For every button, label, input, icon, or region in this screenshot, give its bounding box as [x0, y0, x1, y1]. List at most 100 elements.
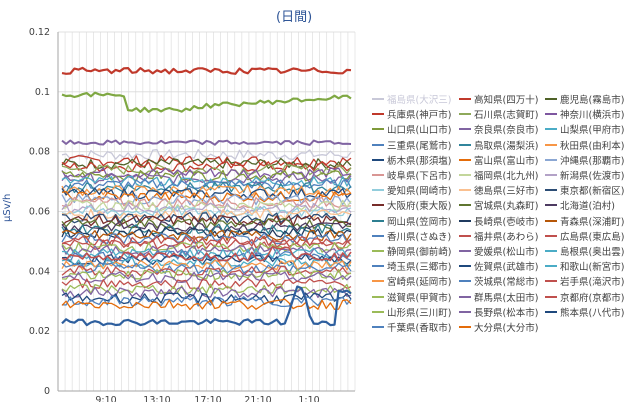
legend-swatch	[459, 234, 471, 237]
legend-label: 宮崎県(延岡市)	[387, 277, 452, 289]
legend-label: 長野県(松本市)	[474, 307, 539, 319]
series-line	[61, 205, 352, 218]
legend-label: 鹿児島(霧島市)	[560, 95, 625, 106]
legend-label: 佐賀県(武雄市)	[474, 262, 539, 274]
y-tick-label: 0.02	[29, 326, 50, 337]
series-line	[61, 190, 352, 203]
legend-item: 愛知県(岡崎市)	[372, 183, 451, 197]
legend-item: 島根県(奥出雲)	[545, 244, 624, 258]
legend-swatch	[459, 326, 471, 328]
legend-swatch	[459, 295, 471, 298]
legend-label: 富山県(富山市)	[474, 155, 539, 167]
legend-swatch	[372, 98, 384, 100]
legend-swatch	[459, 265, 471, 268]
series-line-red-spiky	[61, 245, 352, 262]
legend-label: 山口県(山口市)	[387, 125, 452, 137]
legend-swatch	[459, 310, 471, 313]
legend-item: 大分県(大分市)	[459, 320, 538, 334]
legend-item: 熊本県(八代市)	[545, 305, 624, 319]
legend-label: 京都府(京都市)	[560, 292, 625, 304]
legend-label: 山形県(三川町)	[387, 307, 452, 319]
series-line	[61, 265, 352, 278]
legend-label: 香川県(さぬき)	[387, 231, 452, 243]
legend-label: 沖縄県(那覇市)	[560, 155, 625, 167]
legend-item: 鹿児島(霧島市)	[545, 92, 624, 106]
x-tick-label: 21:10	[244, 395, 271, 402]
legend-item: 福岡県(北九州)	[459, 168, 538, 182]
legend-label: 広島県(東広島)	[560, 231, 625, 243]
series-line	[61, 295, 352, 308]
legend-label: 長崎県(壱岐市)	[474, 216, 539, 228]
series-line-top-red	[61, 66, 352, 75]
legend-item: 宮崎県(延岡市)	[372, 274, 451, 288]
legend-swatch	[545, 280, 557, 283]
series-line	[61, 172, 352, 185]
series-line	[61, 202, 352, 215]
legend-item: 高知県(四万十)	[459, 92, 538, 106]
legend-swatch	[372, 113, 384, 116]
legend-label: 奈良県(奈良市)	[474, 125, 539, 137]
legend-item: 東京都(新宿区)	[545, 183, 624, 197]
legend-item: 長崎県(壱岐市)	[459, 214, 538, 228]
legend-label: 東京都(新宿区)	[560, 186, 625, 198]
legend-label: 茨城県(常総市)	[474, 277, 539, 289]
legend-item: 香川県(さぬき)	[372, 229, 451, 243]
series-line	[61, 196, 352, 209]
legend-label: 高知県(四万十)	[474, 95, 539, 106]
legend-swatch	[372, 234, 384, 237]
legend-swatch	[459, 128, 471, 131]
x-tick-label: 1:10	[298, 395, 319, 402]
y-tick-label: 0.06	[29, 207, 50, 218]
legend-swatch	[545, 250, 557, 252]
legend-label: 兵庫県(神戸市)	[387, 110, 452, 122]
y-tick-label: 0.04	[29, 266, 50, 277]
legend-item: 秋田県(由利本)	[545, 138, 624, 152]
legend-swatch	[545, 113, 557, 116]
legend-swatch	[545, 158, 557, 161]
legend-item: 広島県(東広島)	[545, 229, 624, 243]
legend-swatch	[545, 219, 557, 222]
legend-item: 静岡県(御前崎)	[372, 244, 451, 258]
legend-label: 福井県(あわら)	[474, 231, 539, 243]
legend-swatch	[545, 174, 557, 176]
legend-item: 福島県(大沢三)	[372, 92, 451, 106]
legend-swatch	[372, 295, 384, 298]
legend-label: 群馬県(太田市)	[474, 292, 539, 304]
legend-label: 山梨県(甲府市)	[560, 125, 625, 137]
legend-item: 岐阜県(下呂市)	[372, 168, 451, 182]
series-line	[61, 271, 352, 283]
legend-swatch	[459, 158, 471, 161]
legend-item: 大阪府(東大阪)	[372, 198, 451, 212]
legend-label: 徳島県(三好市)	[474, 186, 539, 198]
legend-label: 島根県(奥出雲)	[560, 247, 625, 258]
series-line	[61, 187, 352, 200]
legend-item: 北海道(泊村)	[545, 198, 615, 212]
y-axis-label: μSv/h	[2, 193, 13, 222]
legend-item: 栃木県(那須塩)	[372, 153, 451, 167]
legend-swatch	[459, 219, 471, 222]
x-tick-label: 9:10	[95, 395, 116, 402]
legend-item: 三重県(尾鷲市)	[372, 138, 451, 152]
legend-item: 埼玉県(三郷市)	[372, 259, 451, 273]
legend-item: 新潟県(佐渡市)	[545, 168, 624, 182]
legend-item: 愛媛県(松山市)	[459, 244, 538, 258]
series-line	[61, 262, 352, 275]
series-line	[61, 259, 352, 271]
legend-label: 和歌山(新宮市)	[560, 262, 625, 274]
legend-item: 徳島県(三好市)	[459, 183, 538, 197]
legend-item: 山形県(三川町)	[372, 305, 451, 319]
legend-label: 埼玉県(三郷市)	[387, 262, 452, 274]
legend-swatch	[372, 158, 384, 161]
series-line	[61, 214, 352, 227]
legend-item: 福井県(あわら)	[459, 229, 538, 243]
legend-swatch	[372, 265, 384, 268]
legend-label: 福岡県(北九州)	[474, 171, 539, 182]
legend-label: 神奈川(横浜市)	[560, 110, 625, 122]
legend-item: 滋賀県(甲賀市)	[372, 290, 451, 304]
series-line	[61, 208, 352, 221]
legend-item: 千葉県(香取市)	[372, 320, 451, 334]
y-tick-label: 0.1	[35, 87, 50, 98]
legend-swatch	[372, 189, 384, 192]
series-line	[61, 181, 352, 194]
legend-label: 石川県(志賀町)	[474, 110, 539, 122]
